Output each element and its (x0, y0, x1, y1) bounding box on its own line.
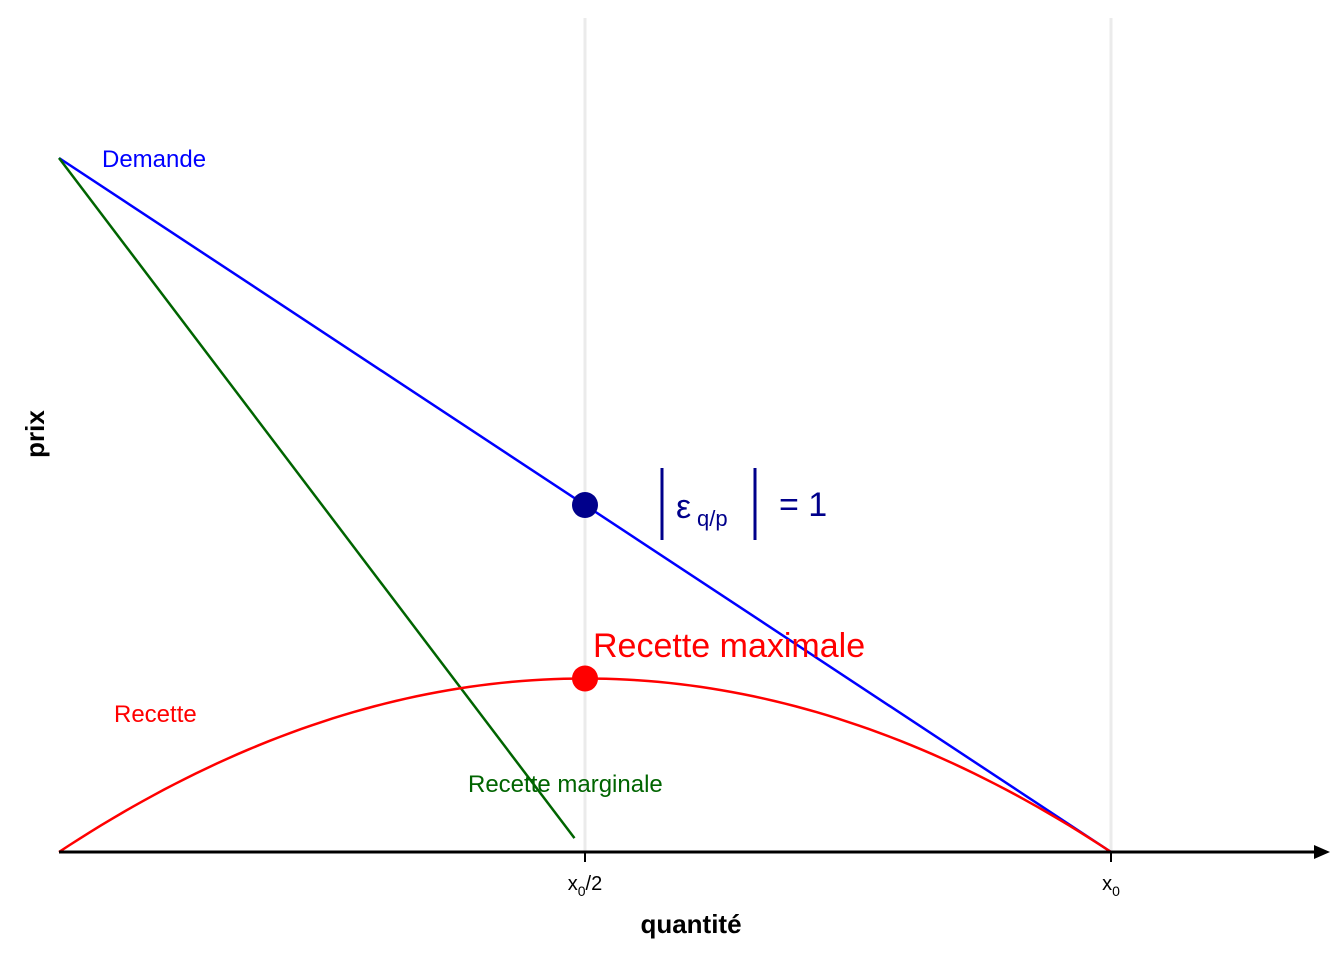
x-axis-title: quantité (640, 909, 741, 939)
label-recette-marginale: Recette marginale (468, 771, 663, 798)
elasticity-annotation: ε q/p = 1 (660, 468, 827, 540)
x-axis-arrow-icon (1314, 845, 1330, 859)
x-tick-label-0: x0/2 (568, 873, 602, 899)
x-ticks: x0/2 x0 (568, 852, 1120, 899)
elasticity-rhs: = 1 (779, 486, 827, 524)
epsilon-subscript: q/p (697, 506, 728, 531)
y-axis-title: prix (20, 410, 50, 458)
gridlines (583, 18, 1113, 852)
label-demande: Demande (102, 146, 206, 173)
elasticity-point (572, 492, 598, 518)
max-revenue-point (572, 665, 598, 692)
label-recette-maximale: Recette maximale (593, 627, 865, 665)
x-tick-label-1: x0 (1102, 873, 1120, 899)
points-layer (572, 492, 598, 692)
series-recette-marginale (58, 157, 576, 839)
epsilon-symbol: ε (676, 488, 691, 526)
label-recette: Recette (114, 701, 197, 728)
